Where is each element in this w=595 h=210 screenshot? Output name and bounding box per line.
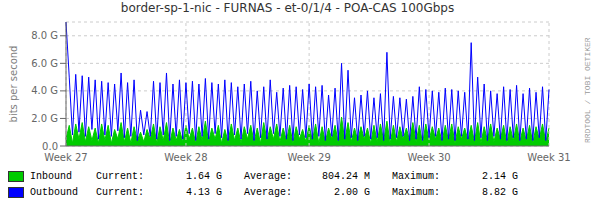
- html-text:804.24 M: 804.24 M: [322, 170, 370, 182]
- html-text:Average:: Average:: [244, 186, 292, 198]
- svg-text:4.0 G: 4.0 G: [31, 85, 58, 96]
- html-text:Outbound: Outbound: [30, 186, 78, 198]
- html-text:4.13 G: 4.13 G: [186, 186, 222, 198]
- svg-text:6.0 G: 6.0 G: [31, 58, 58, 69]
- html-text:8.82 G: 8.82 G: [482, 186, 518, 198]
- html-text:Maximum:: Maximum:: [392, 186, 440, 198]
- svg-text:Week 31: Week 31: [527, 152, 570, 163]
- html-text:Average:: Average:: [244, 170, 292, 182]
- svg-text:0.0: 0.0: [42, 141, 58, 152]
- svg-text:8.0 G: 8.0 G: [31, 30, 58, 41]
- svg-text:Week 30: Week 30: [407, 152, 450, 163]
- html-text:2.14 G: 2.14 G: [482, 170, 518, 182]
- html-text:1.64 G: 1.64 G: [186, 170, 222, 182]
- html-text:Current:: Current:: [96, 170, 144, 182]
- svg-text:Week 28: Week 28: [164, 152, 207, 163]
- html-text:Maximum:: Maximum:: [392, 170, 440, 182]
- svg-text:Week 27: Week 27: [44, 152, 87, 163]
- svg-text:Week 29: Week 29: [287, 152, 330, 163]
- svg-text:bits per second: bits per second: [8, 46, 19, 123]
- html-text:RRDTOOL / TOBI OETIKER: RRDTOOL / TOBI OETIKER: [583, 37, 592, 143]
- html-text:Inbound: Inbound: [30, 170, 72, 182]
- html-text:Current:: Current:: [96, 186, 144, 198]
- svg-text:2.0 G: 2.0 G: [31, 113, 58, 124]
- html-text:border-sp-1-nic - FURNAS - et-: border-sp-1-nic - FURNAS - et-0/1/4 - PO…: [120, 1, 455, 15]
- html-text:2.00 G: 2.00 G: [334, 186, 370, 198]
